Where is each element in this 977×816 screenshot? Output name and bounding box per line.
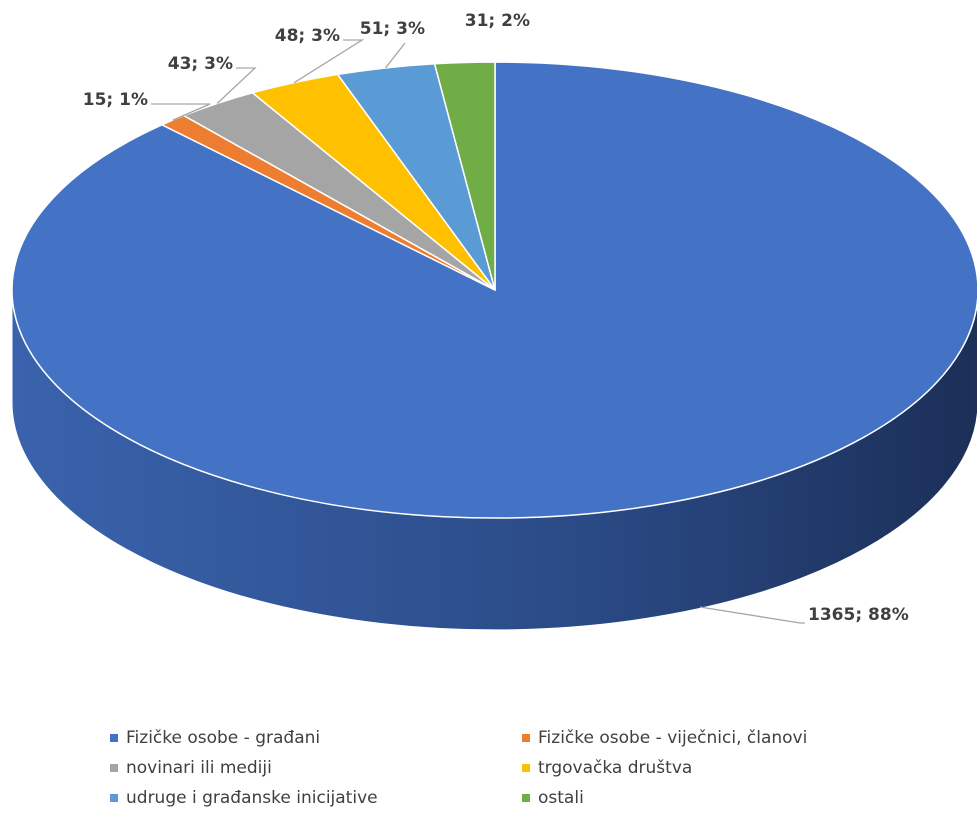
- leader-line: [216, 67, 257, 104]
- data-label: 1365; 88%: [808, 605, 909, 625]
- legend-swatch: [522, 794, 530, 802]
- legend-label: udruge i građanske inicijative: [126, 788, 378, 808]
- legend-label: novinari ili mediji: [126, 758, 272, 778]
- legend-label: trgovačka društva: [538, 758, 692, 778]
- leader-line: [293, 39, 365, 84]
- slice: [433, 61, 496, 291]
- data-label: 31; 2%: [465, 11, 530, 31]
- leader-line: [699, 606, 805, 624]
- legend-swatch: [110, 764, 118, 772]
- legend-swatch: [522, 734, 530, 742]
- legend-label: ostali: [538, 788, 584, 808]
- leader-line: [151, 103, 211, 121]
- legend-swatch: [522, 764, 530, 772]
- legend-swatch: [110, 794, 118, 802]
- data-label: 51; 3%: [360, 19, 425, 39]
- legend-label: Fizičke osobe - viječnici, članovi: [538, 728, 807, 748]
- data-label: 15; 1%: [83, 90, 148, 110]
- data-label: 43; 3%: [168, 54, 233, 74]
- leader-line: [385, 42, 406, 69]
- data-label: 48; 3%: [275, 26, 340, 46]
- legend-swatch: [110, 734, 118, 742]
- legend-label: Fizičke osobe - građani: [126, 728, 320, 748]
